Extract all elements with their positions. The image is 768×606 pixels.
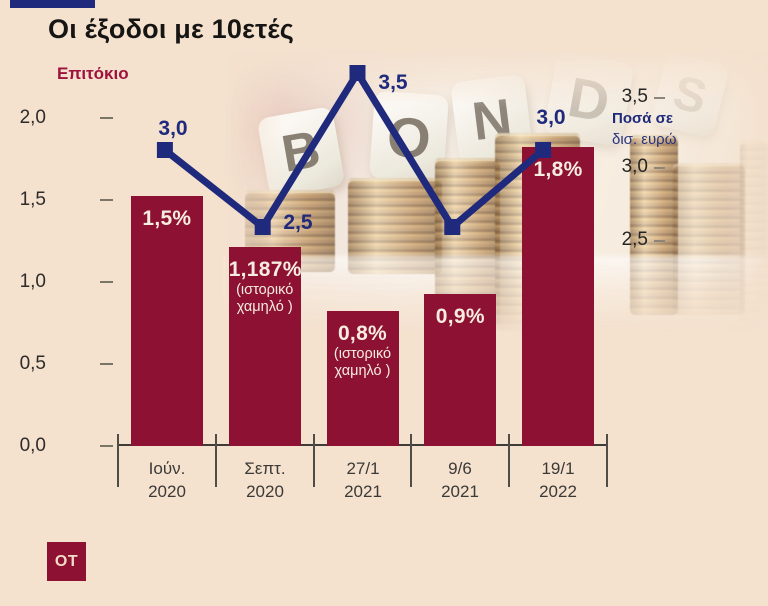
bar-note: (ιστορικό <box>333 345 392 362</box>
bar-note: (ιστορικό <box>236 282 294 299</box>
category-line1: 19/1 <box>541 459 575 478</box>
x-axis-tick <box>606 434 608 487</box>
left-axis-title: Επιτόκιο <box>57 64 129 83</box>
category-line2: 2021 <box>441 482 479 501</box>
category-label: 9/6 2021 <box>411 457 509 503</box>
bar-value-label: 0,8% <box>337 321 388 345</box>
right-axis-tick-label: 2,5 <box>621 229 648 250</box>
left-axis-tick-mark <box>100 117 113 119</box>
category-label: 19/1 2022 <box>509 457 607 503</box>
left-axis-tick-mark <box>100 199 113 201</box>
category-line2: 2022 <box>539 482 577 501</box>
right-axis-tick-label: 3,0 <box>621 156 648 177</box>
left-axis-tick-label: 2,0 <box>19 107 46 128</box>
line-marker <box>156 142 173 158</box>
left-axis-tick-mark <box>100 363 113 365</box>
bar: 0,8% (ιστορικό χαμηλό ) <box>326 310 399 446</box>
x-axis-tick <box>313 434 315 487</box>
category-line2: 2021 <box>344 482 382 501</box>
bar-value-label: 1,8% <box>533 157 583 181</box>
x-axis-tick <box>215 434 217 487</box>
category-line1: 27/1 <box>346 459 380 478</box>
left-axis-tick-label: 0,5 <box>19 353 46 374</box>
bar-note: χαμηλό ) <box>334 362 391 379</box>
line-point-label: 2,5 <box>283 211 313 234</box>
right-axis-tick-mark <box>654 97 665 99</box>
bar: 1,187% (ιστορικό χαμηλό ) <box>228 247 302 446</box>
left-axis-tick-label: 0,0 <box>19 435 46 456</box>
x-axis-tick <box>410 434 412 487</box>
line-point-label: 3,0 <box>158 117 188 140</box>
category-line1: Σεπτ. <box>244 459 286 478</box>
bonds-coins-photo: B O N D S <box>225 50 768 340</box>
x-axis-tick <box>117 434 119 487</box>
bar-value-label: 0,9% <box>435 305 485 329</box>
category-label: 27/1 2021 <box>314 457 412 503</box>
line-point-label: 3,0 <box>536 106 566 129</box>
bar: 0,9% <box>424 294 497 446</box>
right-axis-tick-label: 3,5 <box>621 86 648 107</box>
category-line1: Ιούν. <box>148 459 186 478</box>
right-axis-tick-mark <box>654 240 665 242</box>
left-axis-tick-mark <box>100 445 113 447</box>
right-axis-title-line1: Ποσά σε <box>612 110 674 127</box>
line-point-label: 3,5 <box>378 71 408 94</box>
photo-edge-fade <box>225 50 768 340</box>
category-line1: 9/6 <box>448 459 472 478</box>
page-title: Οι έξοδοι με 10ετές <box>48 14 294 44</box>
ot-logo: OT <box>47 542 86 581</box>
bar: 1,8% <box>522 146 595 446</box>
category-line2: 2020 <box>148 482 186 501</box>
category-line2: 2020 <box>246 482 284 501</box>
bar-note: χαμηλό ) <box>236 299 293 316</box>
left-axis-tick-label: 1,0 <box>19 271 46 292</box>
right-axis-tick-mark <box>654 167 665 169</box>
line-point-label <box>437 190 489 212</box>
bar-value-label: 1,5% <box>142 207 192 230</box>
category-label: Ιούν. 2020 <box>118 457 216 503</box>
left-axis-tick-label: 1,5 <box>19 189 46 210</box>
x-axis-tick <box>508 434 510 487</box>
right-axis-title-line2: δισ. ευρώ <box>612 131 677 148</box>
bar-value-label: 1,187% <box>228 258 302 282</box>
top-accent-bar <box>10 0 95 8</box>
left-axis-tick-mark <box>100 281 113 283</box>
bar: 1,5% <box>130 196 203 446</box>
category-label: Σεπτ. 2020 <box>216 457 314 503</box>
